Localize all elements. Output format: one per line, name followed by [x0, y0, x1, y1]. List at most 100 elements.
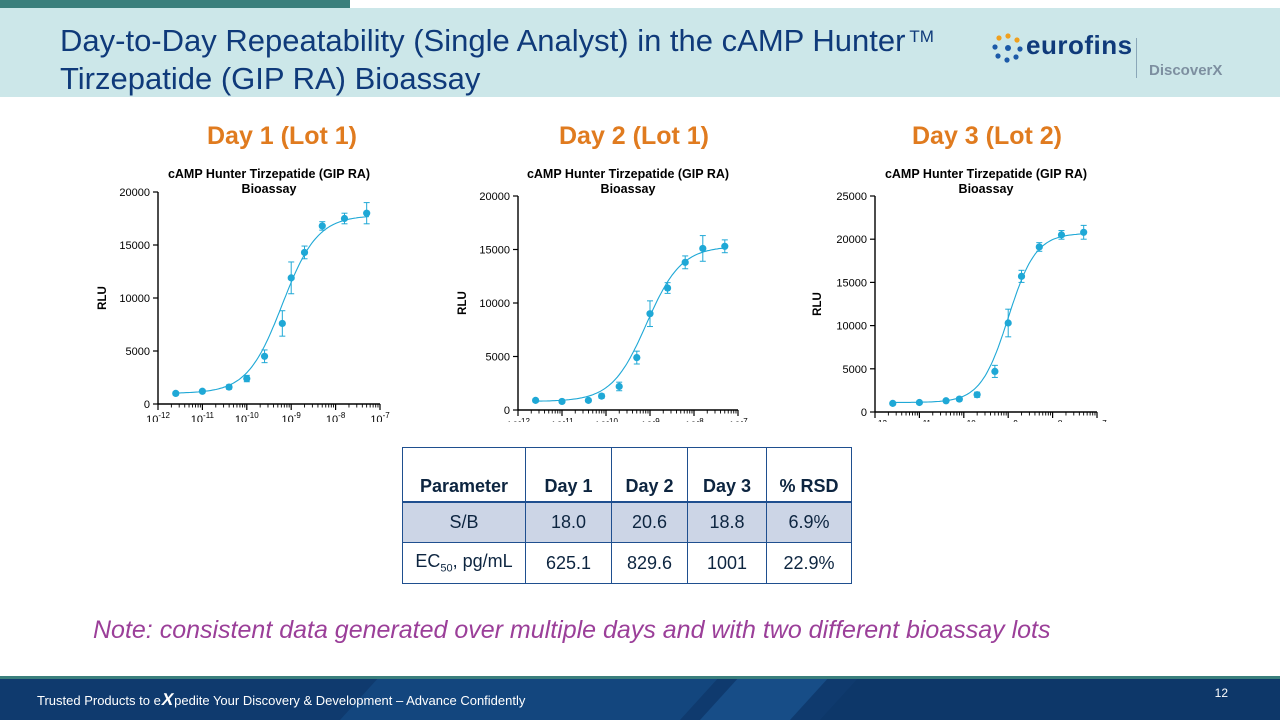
data-point: [287, 274, 295, 282]
chart-title-line-2: Bioassay: [601, 182, 656, 196]
trademark-mark: TM: [909, 27, 934, 46]
x-tick-label: 10-9: [282, 411, 302, 422]
y-tick-label: 15000: [119, 240, 150, 252]
day2-title: Day 2 (Lot 1): [558, 122, 710, 150]
x-tick-label: 10-9: [999, 419, 1019, 422]
data-point: [1035, 243, 1043, 251]
table-header-parameter: Parameter: [402, 447, 526, 503]
data-point: [646, 310, 654, 318]
x-tick-label: 10-11: [191, 411, 215, 422]
data-point: [300, 248, 309, 257]
table-cell: 1001: [687, 542, 767, 584]
top-accent-bar: [0, 0, 350, 8]
data-point: [558, 397, 566, 406]
y-tick-label: 5000: [126, 346, 150, 358]
data-point: [318, 222, 326, 230]
data-point: [664, 284, 672, 292]
logo-separator: [1136, 38, 1137, 78]
footer-bar: Trusted Products to eXpedite Your Discov…: [0, 676, 1280, 720]
x-tick-label: 10-10: [235, 411, 259, 422]
y-tick-label: 15000: [836, 277, 867, 289]
day3-title: Day 3 (Lot 2): [911, 122, 1063, 150]
data-point: [584, 396, 592, 404]
parameters-table: Parameter Day 1 Day 2 Day 3 % RSD S/B 18…: [402, 447, 852, 584]
y-tick-label: 10000: [836, 321, 867, 333]
data-point: [955, 395, 963, 403]
y-axis-label: RLU: [812, 292, 824, 316]
table-cell: 829.6: [611, 542, 688, 584]
x-tick-label: 10-11: [550, 417, 574, 422]
y-tick-label: 0: [144, 399, 150, 411]
y-axis-label: RLU: [97, 286, 109, 310]
chart-svg: cAMP Hunter Tirzepatide (GIP RA)Bioassay…: [457, 167, 748, 452]
table-cell: 20.6: [611, 501, 688, 543]
day1-chart: cAMP Hunter Tirzepatide (GIP RA) Bioassay…: [90, 160, 390, 446]
note-text: Note: consistent data generated over mul…: [93, 616, 1051, 644]
table-header-rsd: % RSD: [766, 447, 852, 503]
eurofins-logo: eurofins DiscoverX: [992, 28, 1232, 88]
table-row: S/B 18.0 20.6 18.8 6.9%: [402, 501, 852, 543]
data-point: [699, 244, 707, 253]
logo-wordmark: eurofins: [1026, 30, 1133, 60]
x-tick-label: 10-8: [684, 417, 704, 422]
table-cell: 18.0: [525, 501, 612, 543]
x-logo-icon: X: [159, 690, 176, 709]
y-tick-label: 5000: [843, 364, 867, 376]
chart-title-line-1: cAMP Hunter Tirzepatide (GIP RA): [885, 167, 1087, 181]
table-cell: 18.8: [687, 501, 767, 543]
y-tick-label: 20000: [836, 234, 867, 246]
data-point: [889, 399, 897, 407]
y-tick-label: 10000: [479, 298, 510, 310]
chart-title-line-2: Bioassay: [242, 182, 297, 196]
data-point: [1017, 272, 1026, 280]
data-point: [172, 389, 180, 397]
data-point: [633, 353, 641, 362]
footer-text-b: pedite Your Discovery & Development – Ad…: [174, 693, 526, 708]
y-tick-label: 20000: [479, 191, 510, 203]
y-tick-label: 25000: [836, 191, 867, 203]
page-title: Day-to-Day Repeatability (Single Analyst…: [60, 22, 940, 98]
ec-label: EC: [415, 551, 441, 572]
day3-chart: cAMP Hunter Tirzepatide (GIP RA) Bioassay…: [805, 160, 1115, 454]
table-cell: 22.9%: [766, 542, 852, 584]
y-axis-label: RLU: [457, 291, 469, 315]
fit-curve: [890, 233, 1086, 404]
chart-title-line-2: Bioassay: [959, 182, 1014, 196]
table-header-day2: Day 2: [611, 447, 688, 503]
title-line-2: Tirzepatide (GIP RA) Bioassay: [60, 61, 481, 96]
data-point: [225, 383, 233, 391]
x-tick-label: 10-10: [594, 417, 618, 422]
y-tick-label: 15000: [479, 245, 510, 257]
y-tick-label: 0: [861, 407, 867, 419]
footer-text-a: Trusted Products to e: [37, 693, 161, 708]
x-tick-label: 10-8: [1043, 419, 1063, 422]
footer-tagline: Trusted Products to eXpedite Your Discov…: [37, 690, 525, 710]
ec-unit: , pg/mL: [452, 551, 513, 572]
table-cell: 625.1: [525, 542, 612, 584]
y-tick-label: 0: [504, 405, 510, 417]
data-point: [278, 319, 286, 328]
slide-header: Day-to-Day Repeatability (Single Analyst…: [0, 8, 1280, 97]
chart-title-line-1: cAMP Hunter Tirzepatide (GIP RA): [168, 167, 370, 181]
x-tick-label: 10-11: [908, 419, 932, 422]
table-row: EC50, pg/mL 625.1 829.6 1001 22.9%: [402, 542, 852, 584]
fit-curve: [533, 247, 728, 402]
x-tick-label: 10-12: [146, 411, 170, 422]
data-point: [340, 214, 349, 223]
chart-svg: cAMP Hunter Tirzepatide (GIP RA)Bioassay…: [97, 167, 390, 446]
footer-stripes: [340, 676, 1280, 720]
page-number: 12: [1214, 686, 1228, 700]
data-point: [942, 397, 950, 405]
data-point: [1057, 231, 1066, 239]
data-point: [615, 382, 623, 391]
x-tick-label: 10-7: [728, 417, 748, 422]
chart-title-line-1: cAMP Hunter Tirzepatide (GIP RA): [527, 167, 729, 181]
ec-subscript: 50: [440, 562, 453, 575]
data-point: [991, 367, 999, 375]
x-tick-label: 10-9: [640, 417, 660, 422]
y-tick-label: 5000: [486, 352, 510, 364]
x-tick-label: 10-12: [863, 419, 887, 422]
fit-curve: [173, 216, 369, 394]
day2-chart: cAMP Hunter Tirzepatide (GIP RA) Bioassay…: [450, 160, 750, 452]
table-header-day1: Day 1: [525, 447, 612, 503]
